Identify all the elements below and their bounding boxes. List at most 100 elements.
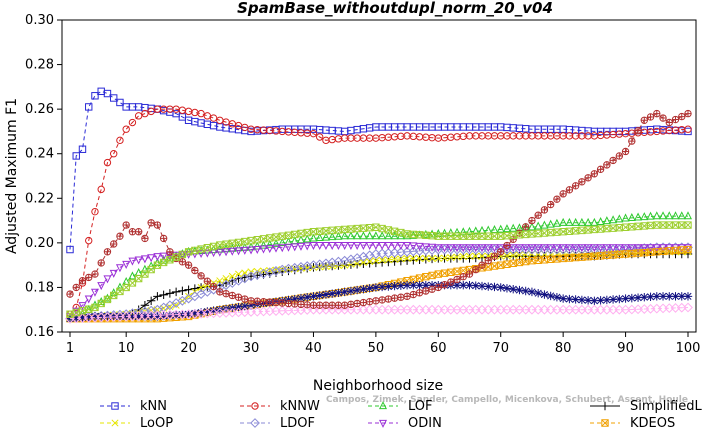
data-point-ldf (97, 259, 105, 267)
data-point-cof (558, 294, 568, 303)
data-point-cof (215, 305, 225, 314)
data-point-ldf (447, 278, 455, 286)
data-point-loop (185, 292, 193, 300)
data-point-odin (646, 244, 655, 253)
data-point-cof (377, 282, 387, 292)
data-point-loop (465, 252, 474, 260)
data-point-cof (490, 282, 499, 292)
data-point-odin (296, 242, 305, 251)
series-ldf (66, 109, 692, 309)
data-point-ldf (66, 290, 74, 298)
data-point-simplifiedlof (146, 296, 156, 305)
data-point-ldf (134, 228, 143, 236)
data-point-cof (84, 312, 93, 322)
data-point-knnw (216, 116, 224, 124)
data-point-inflo (303, 228, 311, 237)
data-point-ldf (478, 261, 486, 269)
data-point-cof (334, 288, 343, 297)
data-point-ldf (559, 190, 567, 198)
data-point-ldf (465, 270, 474, 278)
data-point-lof (303, 234, 312, 243)
x-tick-label: 20 (180, 341, 197, 356)
data-point-ldf (546, 200, 555, 209)
data-point-ldf (340, 301, 349, 309)
data-point-odin (546, 244, 555, 253)
data-point-knnw (134, 112, 143, 120)
data-point-ldf (571, 182, 580, 190)
data-point-knnw (122, 125, 130, 133)
data-point-loop (478, 252, 486, 260)
data-point-lof (328, 232, 337, 241)
data-point-loop (216, 277, 224, 285)
data-point-loop (384, 256, 392, 264)
data-point-odin (652, 244, 661, 253)
data-point-lof (271, 238, 281, 247)
data-point-cof (153, 312, 162, 321)
legend-item-ldof: LDOF (240, 416, 315, 431)
data-point-ldf (347, 300, 355, 308)
data-point-loop (422, 254, 430, 263)
data-point-lof (334, 231, 343, 240)
data-point-knnw (147, 107, 155, 116)
series-line-ldof (69, 246, 688, 320)
data-point-cof (565, 294, 574, 304)
y-tick-label: 0.28 (25, 58, 54, 73)
data-point-cof (571, 295, 580, 304)
data-point-cof (471, 281, 480, 290)
x-tick-label: 60 (430, 341, 447, 356)
data-point-lof (278, 237, 287, 246)
data-point-ldf (322, 301, 330, 309)
plot-frame (61, 19, 697, 333)
data-point-cof (590, 296, 599, 305)
y-tick-label: 0.24 (25, 147, 54, 162)
data-point-ldf (472, 265, 480, 274)
data-point-lof (496, 224, 505, 233)
data-point-kdeos (440, 269, 449, 277)
data-point-kdeos (422, 273, 430, 281)
data-point-loop (378, 256, 386, 264)
data-point-odin (278, 244, 287, 253)
data-point-inflo (97, 299, 105, 308)
data-point-cof (671, 292, 680, 301)
data-point-lof (459, 227, 468, 236)
data-point-loop (609, 249, 617, 257)
data-point-loop (440, 254, 449, 262)
data-point-cof (540, 290, 549, 299)
data-point-ldf (665, 118, 673, 127)
data-point-ldf (91, 270, 99, 278)
data-point-odin (253, 245, 262, 255)
series-layer (65, 87, 693, 324)
data-point-odin (122, 260, 131, 269)
data-point-ldf (415, 289, 424, 297)
data-point-knnw (141, 109, 149, 118)
data-point-ldf (490, 252, 499, 260)
data-point-inflo (122, 283, 130, 292)
data-point-ldf (359, 298, 368, 307)
data-point-odin (477, 244, 487, 253)
data-point-knnw (203, 112, 212, 120)
y-tick-label: 0.22 (25, 191, 54, 206)
data-point-loop (447, 254, 455, 262)
data-point-cof (159, 311, 168, 321)
data-point-lof (296, 235, 305, 244)
data-point-cof (365, 284, 374, 293)
data-point-ldf (141, 234, 149, 243)
series-knnw (66, 105, 692, 318)
data-point-cof (165, 311, 175, 320)
data-point-odin (446, 244, 455, 253)
data-point-cof (415, 281, 424, 290)
x-tick-label: 30 (243, 341, 260, 356)
data-point-lof (677, 211, 686, 220)
data-point-ldf (615, 152, 624, 160)
data-point-ldf (353, 299, 361, 308)
data-point-ldf (534, 211, 542, 219)
data-point-odin (527, 244, 536, 253)
data-point-cof (296, 293, 306, 303)
data-point-cof (190, 309, 200, 318)
data-point-knnw (97, 185, 105, 194)
series-line-fastabod (69, 307, 689, 320)
data-point-odin (552, 244, 561, 253)
data-point-odin (602, 244, 611, 253)
data-point-loop (472, 252, 480, 260)
data-point-cof (240, 301, 249, 311)
